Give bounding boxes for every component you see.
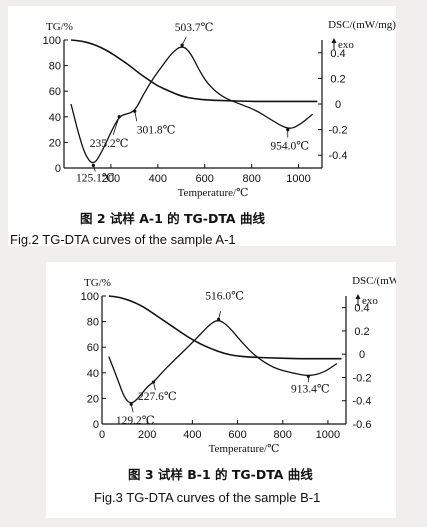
- x-tick-label: 400: [149, 173, 167, 185]
- annotation-leader: [218, 311, 221, 320]
- annotation-marker: [180, 43, 184, 47]
- annotation-label: 227.6℃: [138, 391, 177, 403]
- x-axis-label: Temperature/℃: [209, 443, 280, 455]
- annotation-leader: [130, 404, 134, 413]
- dsc-curve: [108, 320, 338, 404]
- left-tick-label: 80: [87, 317, 99, 329]
- left-axis-label: TG/%: [84, 277, 111, 289]
- left-tick-label: 60: [87, 342, 99, 354]
- annotation-label: 954.0℃: [270, 141, 309, 153]
- figure-2-panel: 0 20 40 60 80 100 0.4 0.2 0 -0.2 -0.4 200 400 600 800 1…: [8, 6, 396, 247]
- x-tick-label: 600: [228, 429, 246, 441]
- annotation-leader: [134, 111, 138, 122]
- figure-3-panel: 0 20 40 60 80 100 0.4 0.2 0 -0.2 -0.4 -0.6 0 200 400 60…: [46, 262, 396, 518]
- x-tick-label: 200: [138, 429, 156, 441]
- annotation-label: 235.2℃: [90, 138, 129, 150]
- left-axis-label: TG/%: [46, 21, 73, 33]
- right-axis-label: DSC/(mW/mg): [328, 19, 396, 31]
- annotation-label: 516.0℃: [205, 290, 244, 302]
- annotation-marker: [216, 317, 221, 321]
- annotation-marker: [91, 163, 95, 168]
- right-tick-label: 0.2: [354, 326, 369, 338]
- right-tick-label: -0.4: [329, 150, 348, 162]
- x-tick-label: 800: [242, 173, 260, 185]
- left-tick-label: 60: [49, 86, 61, 98]
- annotation-label: 125.1℃: [76, 172, 115, 184]
- tg-curve: [108, 295, 342, 360]
- left-tick-label: 20: [87, 393, 99, 405]
- figure-3-caption-en: Fig.3 TG-DTA curves of the sample B-1: [94, 490, 321, 505]
- figure-2-caption-cn: 图 2 试样 A-1 的 TG-DTA 曲线: [80, 211, 265, 226]
- x-axis-label: Temperature/℃: [178, 187, 249, 199]
- right-tick-label: 0.2: [330, 73, 345, 85]
- right-tick-label: 0: [359, 349, 365, 361]
- right-tick-label: -0.2: [353, 372, 372, 384]
- right-axis-label: DSC/(mW/mg): [352, 275, 396, 287]
- x-tick-label: 1000: [286, 173, 310, 185]
- annotation-label: 913.4℃: [291, 383, 330, 395]
- left-tick-label: 40: [49, 112, 61, 124]
- left-tick-label: 100: [81, 291, 99, 303]
- x-tick-label: 0: [99, 429, 105, 441]
- left-tick-label: 0: [55, 163, 61, 175]
- right-tick-label: 0: [335, 99, 341, 111]
- chart-a-svg: 0 20 40 60 80 100 0.4 0.2 0 -0.2 -0.4 200 400 600 800 1…: [43, 19, 396, 199]
- x-tick-label: 400: [183, 429, 201, 441]
- figure-2-caption-en: Fig.2 TG-DTA curves of the sample A-1: [10, 232, 236, 247]
- figure-3-caption-cn: 图 3 试样 B-1 的 TG-DTA 曲线: [128, 467, 313, 482]
- annotation-leader: [181, 36, 187, 46]
- right-tick-label: -0.2: [329, 125, 348, 137]
- x-tick-label: 600: [196, 173, 214, 185]
- exo-label: exo: [362, 295, 378, 307]
- exo-arrow-head: [331, 38, 337, 43]
- right-tick-label: 0.4: [330, 48, 345, 60]
- dsc-curve: [70, 46, 314, 164]
- left-tick-label: 100: [43, 35, 61, 47]
- left-tick-label: 40: [87, 368, 99, 380]
- right-tick-label: -0.4: [353, 396, 372, 408]
- annotation-label: 129.2℃: [116, 415, 155, 427]
- exo-label: exo: [338, 39, 354, 51]
- right-tick-label: -0.6: [353, 419, 372, 431]
- annotation-label: 301.8℃: [137, 124, 176, 136]
- annotation-label: 503.7℃: [175, 22, 214, 34]
- left-tick-label: 80: [49, 61, 61, 73]
- left-tick-label: 20: [49, 137, 61, 149]
- exo-arrow-head: [355, 294, 361, 299]
- x-tick-label: 200: [102, 173, 120, 185]
- annotation-leader: [92, 165, 96, 172]
- annotation-leader: [153, 382, 156, 391]
- annotation-leader: [112, 116, 120, 135]
- annotation-marker: [129, 402, 133, 406]
- annotation-marker: [306, 374, 310, 378]
- x-tick-label: 800: [274, 429, 292, 441]
- tg-curve: [70, 39, 318, 103]
- left-tick-label: 0: [93, 419, 99, 431]
- x-tick-label: 1000: [316, 429, 340, 441]
